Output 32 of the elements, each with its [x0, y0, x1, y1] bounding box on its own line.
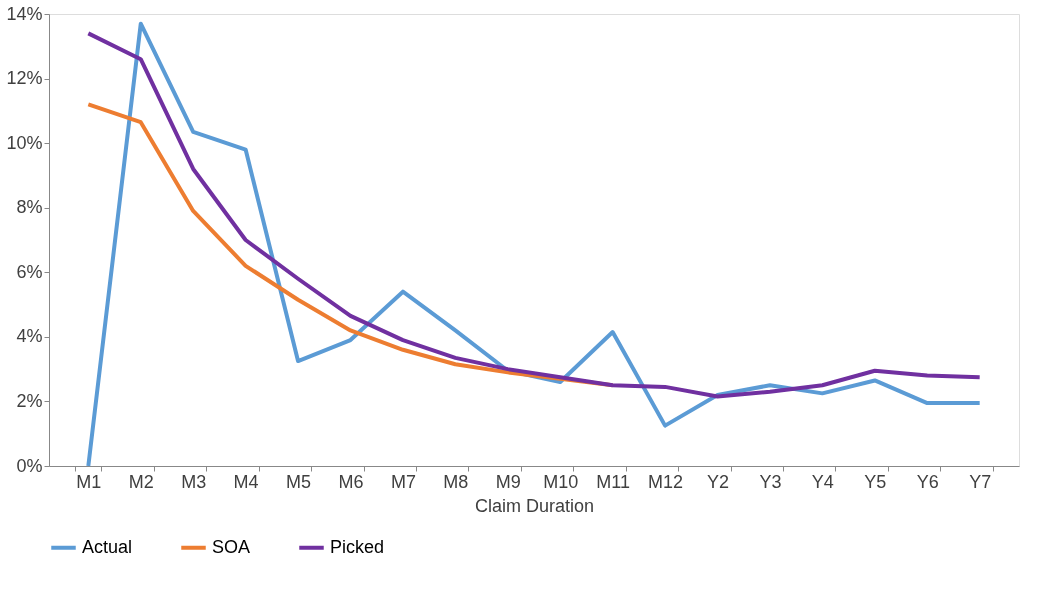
- x-tick-label: M10: [543, 471, 579, 492]
- x-tick-label: M12: [648, 471, 684, 492]
- x-tick-label: Y4: [811, 471, 834, 492]
- x-tick-label: Y3: [759, 471, 782, 492]
- y-tick-label: 12%: [6, 68, 43, 89]
- line-series: [86, 31, 982, 399]
- line-series: [86, 21, 982, 468]
- x-tick-label: Y7: [969, 471, 992, 492]
- x-tick-label: M11: [596, 471, 630, 492]
- x-tick-label: M1: [76, 471, 102, 492]
- x-tick-label: M5: [286, 471, 312, 492]
- x-tick-label: M8: [443, 471, 469, 492]
- y-tick-label: 0%: [16, 455, 43, 476]
- x-tick-label: M9: [495, 471, 521, 492]
- y-tick-label: 14%: [6, 3, 43, 24]
- y-tick-label: 6%: [16, 261, 43, 282]
- x-tick-label: M2: [128, 471, 154, 492]
- y-tick-label: 8%: [16, 197, 43, 218]
- legend-label: SOA: [212, 536, 251, 557]
- x-tick-label: Y5: [864, 471, 887, 492]
- x-tick-label: Y2: [707, 471, 730, 492]
- x-axis-title: Claim Duration: [474, 495, 595, 516]
- y-tick-label: 4%: [16, 326, 43, 347]
- legend-label: Picked: [330, 536, 385, 557]
- x-tick-label: M4: [233, 471, 259, 492]
- x-tick-label: M3: [181, 471, 207, 492]
- y-tick-label: 10%: [6, 132, 43, 153]
- y-tick-label: 2%: [16, 390, 43, 411]
- x-tick-label: M7: [390, 471, 416, 492]
- x-tick-label: M6: [338, 471, 364, 492]
- x-tick-label: Y6: [916, 471, 939, 492]
- legend-label: Actual: [82, 536, 133, 557]
